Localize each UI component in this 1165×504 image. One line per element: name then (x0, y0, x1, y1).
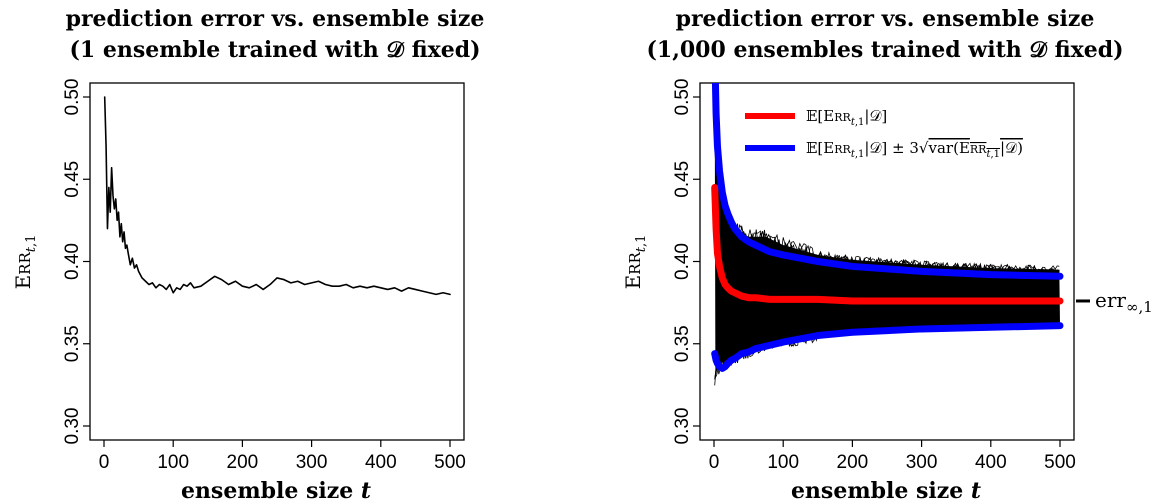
x-tick-label: 200 (227, 452, 259, 473)
band-curve (711, 83, 1064, 280)
x-tick-label: 400 (975, 452, 1007, 473)
y-tick-label: 0.40 (672, 243, 693, 280)
right-axes: 0 100 200 300 400 500 0.30 0.35 0.40 0.45 0.50 (672, 79, 1076, 473)
mean-curve (711, 183, 1064, 305)
y-tick-label: 0.30 (62, 408, 83, 445)
band-curve (711, 322, 1064, 372)
x-tick-label: 0 (99, 452, 110, 473)
legend-label-mean: 𝔼[ERRt,1|𝒟] (806, 107, 887, 128)
y-tick-label: 0.50 (62, 79, 83, 116)
right-title-line2: (1,000 ensembles trained with 𝒟 fixed) (646, 37, 1123, 63)
ensemble-trace (714, 90, 1060, 277)
right-plot-area (711, 83, 1064, 386)
x-tick-label: 300 (906, 452, 938, 473)
right-x-axis-label: ensemble size t (791, 478, 981, 504)
legend-label-band: 𝔼[ERRt,1|𝒟] ± 3√var(ERRt,1|𝒟) (806, 139, 1023, 160)
left-title-line2: (1 ensemble trained with 𝒟 fixed) (69, 37, 480, 63)
x-tick-label: 500 (1044, 452, 1076, 473)
limit-annotation: err∞,1 (1076, 288, 1153, 316)
left-plot-area (103, 96, 451, 296)
y-tick-label: 0.35 (672, 325, 693, 362)
x-tick-label: 300 (296, 452, 328, 473)
x-tick-label: 500 (434, 452, 466, 473)
left-title-line1: prediction error vs. ensemble size (66, 6, 485, 32)
error-curve (103, 96, 451, 296)
left-axes: 0 100 200 300 400 500 0.30 0.35 0.40 0.45 0.50 (62, 79, 466, 473)
y-tick-label: 0.45 (62, 161, 83, 198)
right-title-line1: prediction error vs. ensemble size (676, 6, 1095, 32)
x-tick-label: 0 (709, 452, 720, 473)
legend: 𝔼[ERRt,1|𝒟] 𝔼[ERRt,1|𝒟] ± 3√var(ERRt,1|𝒟… (745, 107, 1023, 160)
left-plot-frame (89, 82, 465, 441)
x-tick-label: 400 (365, 452, 397, 473)
right-y-axis-label: ERRt,1 (621, 235, 649, 290)
left-y-axis-label: ERRt,1 (11, 235, 39, 290)
y-tick-label: 0.45 (672, 161, 693, 198)
x-tick-label: 100 (767, 452, 799, 473)
left-x-axis-label: ensemble size t (181, 478, 371, 504)
x-tick-label: 100 (157, 452, 189, 473)
x-tick-label: 200 (837, 452, 869, 473)
y-tick-label: 0.30 (672, 408, 693, 445)
ensemble-band (714, 88, 1060, 378)
y-tick-label: 0.40 (62, 243, 83, 280)
y-tick-label: 0.50 (672, 79, 693, 116)
y-tick-label: 0.35 (62, 325, 83, 362)
limit-annotation-label: err∞,1 (1095, 288, 1153, 316)
